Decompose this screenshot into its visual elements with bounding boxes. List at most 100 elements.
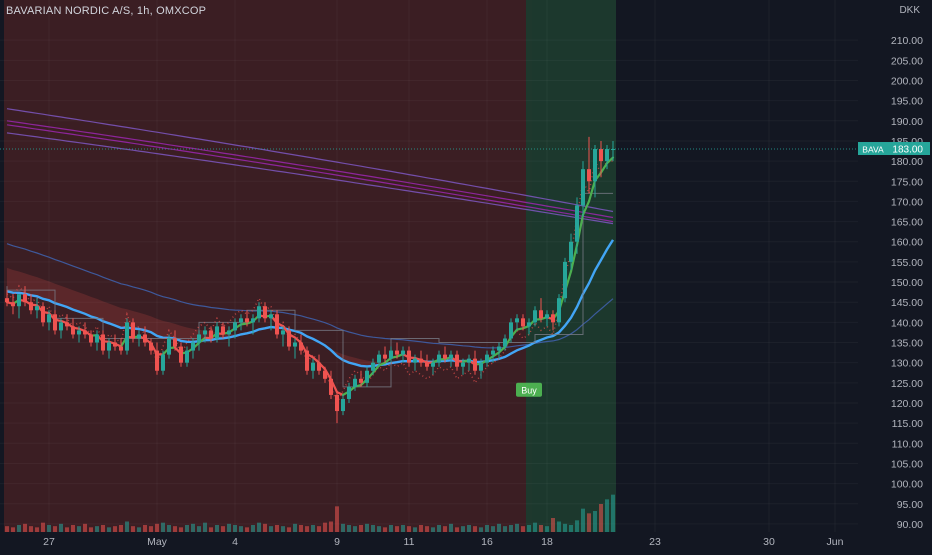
volume-bar xyxy=(23,524,27,532)
volume-bar xyxy=(155,524,159,532)
volume-bar xyxy=(251,525,255,532)
price-tick-label: 115.00 xyxy=(892,418,923,430)
volume-bar xyxy=(353,526,357,532)
volume-bar xyxy=(455,527,459,532)
volume-bar xyxy=(227,524,231,532)
volume-bar xyxy=(149,526,153,532)
candle-body xyxy=(251,318,255,322)
candle-body xyxy=(17,294,21,306)
candle-body xyxy=(173,338,177,346)
buy-signal-text: Buy xyxy=(521,385,537,395)
candle-body xyxy=(413,359,417,363)
volume-bar xyxy=(413,527,417,532)
candle-body xyxy=(71,326,75,334)
volume-bar xyxy=(293,524,297,532)
candle-body xyxy=(107,343,111,351)
volume-bar xyxy=(581,509,585,532)
volume-bar xyxy=(119,525,123,532)
volume-bar xyxy=(161,523,165,532)
volume-bar xyxy=(479,527,483,532)
time-tick-label: May xyxy=(147,536,168,548)
candle-body xyxy=(119,347,123,351)
volume-bar xyxy=(143,525,147,532)
volume-bar xyxy=(389,525,393,532)
volume-bar xyxy=(323,523,327,532)
candle-body xyxy=(587,169,591,181)
candle-body xyxy=(281,330,285,334)
volume-bar xyxy=(305,526,309,532)
volume-bar xyxy=(491,526,495,532)
volume-bar xyxy=(473,526,477,532)
candle-body xyxy=(305,351,309,371)
candle-body xyxy=(161,355,165,371)
price-tick-label: 120.00 xyxy=(891,398,923,410)
candle-body xyxy=(443,355,447,359)
candle-body xyxy=(407,351,411,363)
volume-bar xyxy=(365,524,369,532)
volume-bar xyxy=(113,526,117,532)
price-tick-label: 100.00 xyxy=(891,479,923,491)
candle-body xyxy=(353,379,357,387)
candle-body xyxy=(41,306,45,322)
volume-bar xyxy=(347,525,351,532)
volume-bar xyxy=(83,524,87,532)
candle-body xyxy=(311,363,315,371)
price-tick-label: 95.00 xyxy=(897,499,923,511)
volume-bar xyxy=(359,525,363,532)
volume-bar xyxy=(587,513,591,532)
candle-body xyxy=(329,379,333,395)
candle-body xyxy=(245,318,249,322)
volume-bar xyxy=(449,524,453,532)
volume-bar xyxy=(593,511,597,532)
price-axis[interactable]: 90.0095.00100.00105.00110.00115.00120.00… xyxy=(891,35,923,531)
volume-bar xyxy=(317,526,321,532)
volume-bar xyxy=(203,523,207,532)
candle-body xyxy=(263,306,267,318)
candle-body xyxy=(209,330,213,338)
price-tick-label: 195.00 xyxy=(891,96,923,108)
candle-body xyxy=(5,298,9,302)
candle-body xyxy=(503,338,507,346)
volume-bar xyxy=(485,525,489,532)
volume-bar xyxy=(275,525,279,532)
volume-bar xyxy=(131,526,135,532)
candle-body xyxy=(347,387,351,399)
candle-body xyxy=(515,318,519,322)
candle-body xyxy=(563,262,567,298)
candle-body xyxy=(197,334,201,342)
time-tick-label: 9 xyxy=(334,536,340,548)
volume-bar xyxy=(59,524,63,532)
candle-body xyxy=(239,318,243,322)
volume-bar xyxy=(431,527,435,532)
candle-body xyxy=(317,363,321,371)
price-tick-label: 105.00 xyxy=(891,458,923,470)
volume-bar xyxy=(221,526,225,532)
candle-body xyxy=(449,355,453,359)
candle-body xyxy=(101,334,105,350)
candle-body xyxy=(275,314,279,334)
volume-bar xyxy=(419,525,423,532)
candle-body xyxy=(395,351,399,355)
time-tick-label: 16 xyxy=(481,536,493,548)
volume-bar xyxy=(557,522,561,533)
volume-bar xyxy=(71,525,75,532)
volume-bar xyxy=(287,527,291,532)
volume-bar xyxy=(461,526,465,532)
candle-body xyxy=(455,355,459,367)
volume-bar xyxy=(341,524,345,532)
volume-bar xyxy=(185,525,189,532)
candle-body xyxy=(77,330,81,334)
volume-bar xyxy=(95,526,99,532)
candle-body xyxy=(599,149,603,161)
candle-body xyxy=(341,399,345,411)
price-tick-label: 135.00 xyxy=(891,338,923,350)
candle-body xyxy=(485,355,489,363)
candle-body xyxy=(365,371,369,383)
volume-bar xyxy=(425,526,429,532)
candle-body xyxy=(227,330,231,334)
time-tick-label: 11 xyxy=(404,536,415,548)
candle-body xyxy=(605,149,609,161)
